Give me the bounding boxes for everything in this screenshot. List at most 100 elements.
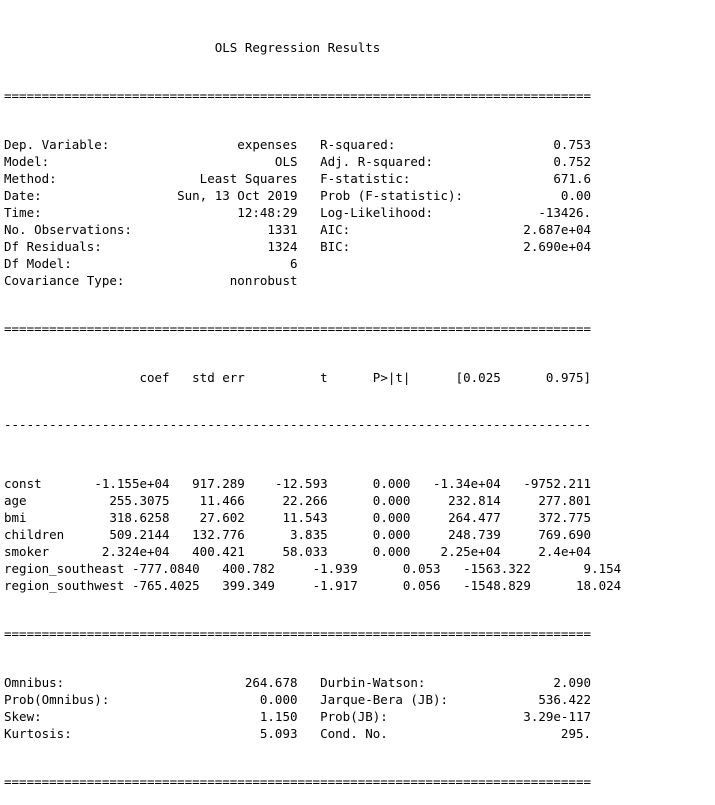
column-header: std err <box>169 370 245 385</box>
coefficient-cell: 399.349 <box>199 578 275 593</box>
variable-name: children <box>4 527 95 542</box>
coefficient-cell: 2.4e+04 <box>500 544 592 559</box>
coefficient-row: const -1.155e+04 917.289 -12.593 0.000 -… <box>4 475 621 492</box>
coefficient-cell: 400.782 <box>199 561 275 576</box>
column-header: [0.025 <box>410 370 501 385</box>
coefficient-cell: 0.000 <box>327 493 411 508</box>
diagnostic-label: Prob(JB): <box>297 709 486 724</box>
diagnostic-value: 1.150 <box>154 709 298 724</box>
summary-row: Time: 12:48:29 Log-Likelihood: -13426. <box>4 204 621 221</box>
diagnostic-label: Skew: <box>4 709 155 724</box>
coefficient-cell: 264.477 <box>410 510 501 525</box>
summary-value: 2.687e+04 <box>485 222 592 237</box>
coefficient-cell: -1548.829 <box>440 578 531 593</box>
diagnostic-label: Cond. No. <box>297 726 486 741</box>
summary-label: Dep. Variable: <box>4 137 155 152</box>
diagnostic-label: Omnibus: <box>4 675 155 690</box>
coefficient-cell: -1.939 <box>274 561 358 576</box>
diagnostic-value: 264.678 <box>154 675 298 690</box>
coefficient-cell: 58.033 <box>244 544 328 559</box>
summary-value: 0.00 <box>485 188 592 203</box>
summary-row: Df Residuals: 1324 BIC: 2.690e+04 <box>4 238 621 255</box>
summary-label: No. Observations: <box>4 222 155 237</box>
variable-name: region_southwest <box>4 578 125 593</box>
coefficient-cell: -1.917 <box>274 578 358 593</box>
coefficient-cell: 9.154 <box>530 561 622 576</box>
column-header: coef <box>94 370 170 385</box>
coefficient-row: region_southwest -765.4025 399.349 -1.91… <box>4 577 621 594</box>
coefficient-cell: -1563.322 <box>440 561 531 576</box>
summary-label: AIC: <box>297 222 486 237</box>
regression-report: OLS Regression Results =================… <box>4 5 621 805</box>
coefficient-row: age 255.3075 11.466 22.266 0.000 232.814… <box>4 492 621 509</box>
coefficient-cell: -9752.211 <box>500 476 592 491</box>
coefficient-cell: 0.000 <box>327 544 411 559</box>
coefficient-cell: 277.801 <box>500 493 592 508</box>
summary-label: Df Residuals: <box>4 239 155 254</box>
coefficient-cell: 400.421 <box>169 544 245 559</box>
summary-row: Dep. Variable: expenses R-squared: 0.753 <box>4 136 621 153</box>
coefficient-cell: 0.000 <box>327 527 411 542</box>
coefficient-cell: -777.0840 <box>124 561 200 576</box>
diagnostic-label: Durbin-Watson: <box>297 675 486 690</box>
diagnostic-label: Kurtosis: <box>4 726 155 741</box>
summary-value: 1324 <box>154 239 298 254</box>
summary-label: Date: <box>4 188 155 203</box>
variable-name: age <box>4 493 95 508</box>
summary-value: 6 <box>154 256 298 271</box>
coefficient-row: smoker 2.324e+04 400.421 58.033 0.000 2.… <box>4 543 621 560</box>
summary-value: 2.690e+04 <box>485 239 592 254</box>
variable-name: const <box>4 476 95 491</box>
double-rule: ========================================… <box>4 323 591 335</box>
coefficient-cell: 0.000 <box>327 476 411 491</box>
blank-row <box>4 466 621 475</box>
summary-value: Sun, 13 Oct 2019 <box>154 188 298 203</box>
diagnostic-label: Prob(Omnibus): <box>4 692 155 707</box>
coefficient-cell: 318.6258 <box>94 510 170 525</box>
double-rule: ========================================… <box>4 90 591 102</box>
coefficient-cell: 509.2144 <box>94 527 170 542</box>
coefficient-cell: 255.3075 <box>94 493 170 508</box>
summary-value: 671.6 <box>485 171 592 186</box>
coefficient-cell: 769.690 <box>500 527 592 542</box>
diagnostics-row: Omnibus: 264.678 Durbin-Watson: 2.090 <box>4 674 621 691</box>
diagnostics-row: Skew: 1.150 Prob(JB): 3.29e-117 <box>4 708 621 725</box>
coefficient-row: region_southeast -777.0840 400.782 -1.93… <box>4 560 621 577</box>
coefficient-cell: 2.25e+04 <box>410 544 501 559</box>
coefficient-cell: 132.776 <box>169 527 245 542</box>
coefficient-cell: -1.155e+04 <box>94 476 170 491</box>
diagnostic-value: 536.422 <box>485 692 592 707</box>
diagnostic-label: Jarque-Bera (JB): <box>297 692 486 707</box>
coefficient-cell: 232.814 <box>410 493 501 508</box>
double-rule: ========================================… <box>4 628 591 640</box>
summary-label: Df Model: <box>4 256 155 271</box>
diagnostic-value: 5.093 <box>154 726 298 741</box>
summary-value: 0.753 <box>485 137 592 152</box>
summary-label: Log-Likelihood: <box>297 205 486 220</box>
coefficient-cell: -1.34e+04 <box>410 476 501 491</box>
summary-row: No. Observations: 1331 AIC: 2.687e+04 <box>4 221 621 238</box>
summary-label: R-squared: <box>297 137 486 152</box>
column-header: P>|t| <box>327 370 411 385</box>
summary-row: Covariance Type: nonrobust <box>4 272 621 289</box>
double-rule: ========================================… <box>4 776 591 788</box>
summary-label: Covariance Type: <box>4 273 155 288</box>
coefficient-cell: 917.289 <box>169 476 245 491</box>
coefficient-cell: 0.056 <box>357 578 441 593</box>
diagnostic-value: 3.29e-117 <box>485 709 592 724</box>
summary-value: OLS <box>154 154 298 169</box>
single-rule: ----------------------------------------… <box>4 420 591 432</box>
summary-label: Adj. R-squared: <box>297 154 486 169</box>
summary-row: Model: OLS Adj. R-squared: 0.752 <box>4 153 621 170</box>
summary-row: Df Model: 6 <box>4 255 621 272</box>
diagnostic-value: 2.090 <box>485 675 592 690</box>
coefficient-cell: -765.4025 <box>124 578 200 593</box>
coefficient-cell: 0.053 <box>357 561 441 576</box>
summary-value: -13426. <box>485 205 592 220</box>
coefficient-cell: 3.835 <box>244 527 328 542</box>
summary-value: Least Squares <box>154 171 298 186</box>
summary-value: expenses <box>154 137 298 152</box>
coefficient-cell: 0.000 <box>327 510 411 525</box>
coefficient-cell: 248.739 <box>410 527 501 542</box>
coefficient-cell: 18.024 <box>530 578 622 593</box>
